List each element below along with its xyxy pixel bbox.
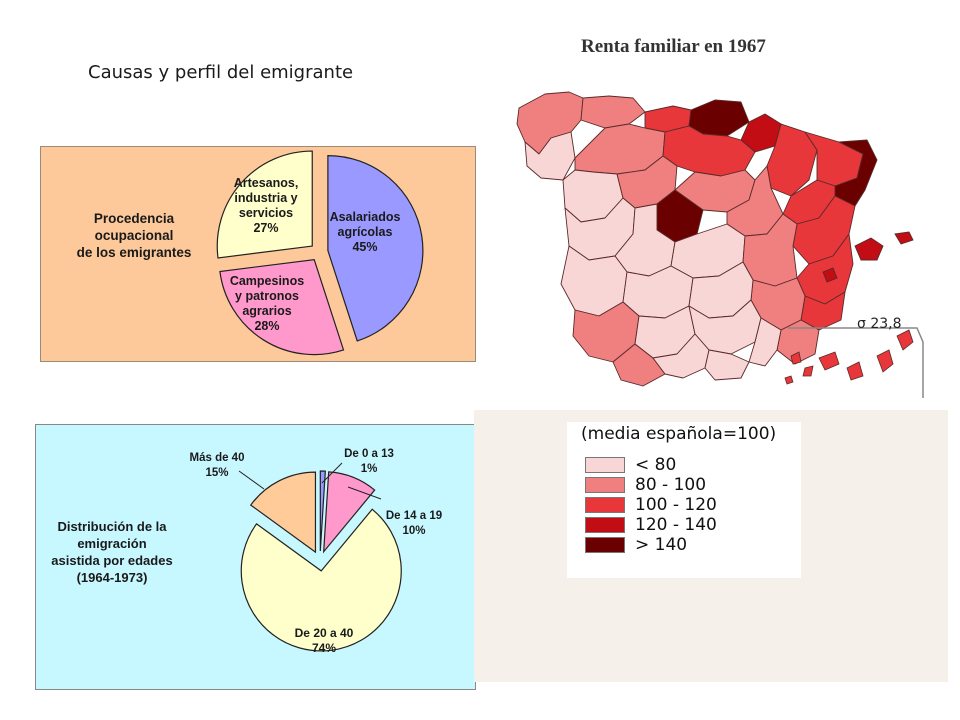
- pie-slice: [219, 258, 345, 356]
- region-asturias: [580, 95, 646, 129]
- slice-label: Asalariados agrícolas 45%: [330, 210, 401, 254]
- legend-swatch: [585, 537, 625, 553]
- occupation-pie-chart: Procedencia ocupacional de los emigrantes A…: [77, 150, 424, 356]
- region-ibiza: [822, 267, 838, 283]
- income-map: Renta familiar en 1967 σ 23,8: [516, 36, 924, 398]
- map-title: Renta familiar en 1967: [581, 36, 766, 57]
- legend-item: 80 - 100: [585, 475, 707, 495]
- legend-item: 120 - 140: [585, 515, 717, 535]
- slide-title: Causas y perfil del emigrante: [88, 62, 354, 83]
- slice-label: Campesinos y patronos agrarios 28%: [230, 274, 304, 333]
- region-canary-island: [818, 351, 840, 371]
- pie-slice: [249, 471, 317, 554]
- region-basque: [688, 99, 750, 137]
- legend-label: 120 - 140: [635, 515, 717, 535]
- legend-item: 100 - 120: [585, 495, 717, 515]
- region-canary-island: [784, 375, 794, 385]
- legend-item: > 140: [585, 535, 688, 555]
- chart-title: Procedencia ocupacional de los emigrantes: [77, 211, 192, 260]
- occupation-pie-panel: Procedencia ocupacional de los emigrantes A…: [40, 146, 476, 362]
- map-legend: (media española=100) < 80 80 - 100 100 - 1…: [567, 422, 801, 578]
- legend-swatch: [585, 457, 625, 473]
- legend-item: < 80: [585, 455, 677, 475]
- leader-line: [238, 470, 265, 490]
- leader-line: [347, 486, 382, 500]
- map-regions: [516, 91, 914, 387]
- leader-line: [321, 462, 343, 484]
- legend-swatch: [585, 497, 625, 513]
- canary-inset-frame: [788, 327, 924, 398]
- chart-title: Distribución de la emigración asistida por…: [51, 519, 172, 585]
- region-canary-island: [790, 351, 802, 365]
- legend-swatch: [585, 477, 625, 493]
- region-canary-island: [802, 365, 814, 377]
- age-pie-chart: Distribución de la emigración asistida por…: [51, 448, 442, 655]
- legend-label: < 80: [635, 455, 677, 475]
- slice-label: De 20 a 40 74%: [295, 626, 354, 655]
- legend-label: 100 - 120: [635, 495, 717, 515]
- slice-label: De 14 a 19 10%: [386, 510, 442, 537]
- region-mallorca: [854, 237, 884, 261]
- pie-slice: [319, 470, 326, 552]
- slice-label: Artesanos, industria y servicios 27%: [234, 176, 299, 235]
- legend-swatch: [585, 517, 625, 533]
- legend-label: 80 - 100: [635, 475, 707, 495]
- pie-slice: [216, 150, 313, 259]
- sigma-label: σ 23,8: [857, 316, 902, 332]
- age-pie-panel: Distribución de la emigración asistida por…: [35, 424, 476, 690]
- pie-slice: [240, 508, 402, 652]
- region-canary-island: [876, 349, 894, 373]
- slice-label: De 0 a 13 1%: [344, 448, 394, 475]
- slice-label: Más de 40 15%: [190, 452, 245, 479]
- region-canary-island: [896, 329, 914, 351]
- legend-title: (media española=100): [581, 424, 777, 444]
- pie-slice: [327, 154, 424, 342]
- income-map-panel: Renta familiar en 1967 σ 23,8: [505, 20, 945, 400]
- legend-label: > 140: [635, 535, 688, 555]
- region-granada: [704, 349, 750, 381]
- region-menorca: [894, 231, 914, 245]
- region-canary-island: [846, 361, 864, 381]
